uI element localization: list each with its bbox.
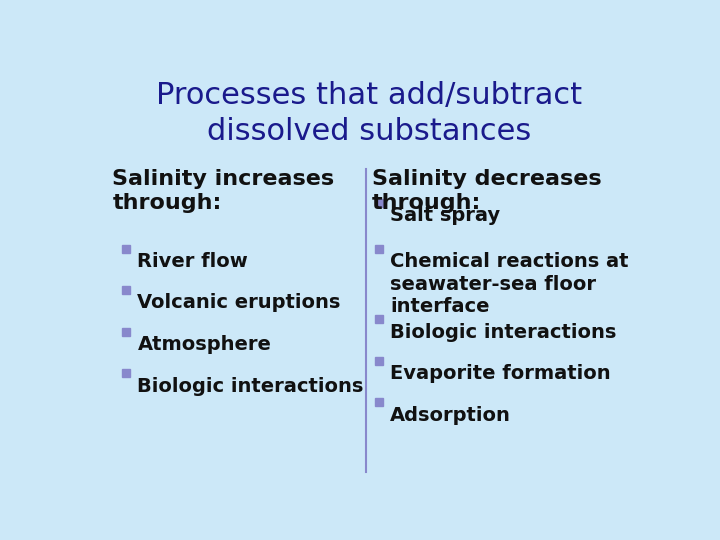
- Text: Volcanic eruptions: Volcanic eruptions: [138, 293, 341, 313]
- Text: Biologic interactions: Biologic interactions: [390, 322, 616, 342]
- Text: Chemical reactions at
seawater-sea floor
interface: Chemical reactions at seawater-sea floor…: [390, 252, 629, 316]
- Text: Evaporite formation: Evaporite formation: [390, 364, 611, 383]
- Text: Adsorption: Adsorption: [390, 406, 511, 425]
- Text: Atmosphere: Atmosphere: [138, 335, 271, 354]
- Text: Salt spray: Salt spray: [390, 206, 500, 225]
- Text: Salinity increases
through:: Salinity increases through:: [112, 168, 335, 213]
- Text: Biologic interactions: Biologic interactions: [138, 377, 364, 396]
- Text: Salinity decreases
through:: Salinity decreases through:: [372, 168, 601, 213]
- Text: Processes that add/subtract
dissolved substances: Processes that add/subtract dissolved su…: [156, 82, 582, 146]
- Text: River flow: River flow: [138, 252, 248, 271]
